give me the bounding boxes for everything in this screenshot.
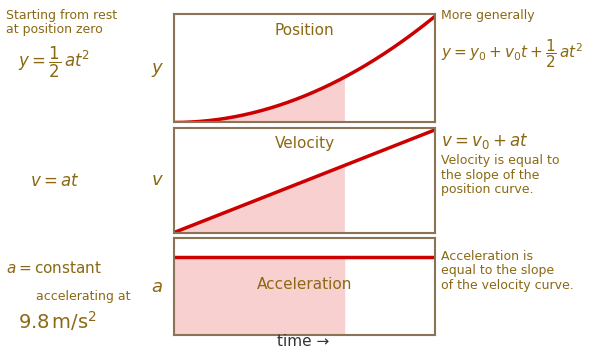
Text: Position: Position xyxy=(275,23,334,38)
Text: equal to the slope: equal to the slope xyxy=(441,264,554,278)
Text: position curve.: position curve. xyxy=(441,183,533,196)
Text: Starting from rest: Starting from rest xyxy=(6,9,117,22)
Text: $a = \mathrm{constant}$: $a = \mathrm{constant}$ xyxy=(6,260,102,276)
Text: time →: time → xyxy=(277,334,329,349)
Text: of the velocity curve.: of the velocity curve. xyxy=(441,279,574,292)
Text: Acceleration is: Acceleration is xyxy=(441,250,533,263)
Text: $y = \dfrac{1}{2}\,at^2$: $y = \dfrac{1}{2}\,at^2$ xyxy=(18,44,90,80)
Text: $v = at$: $v = at$ xyxy=(30,172,79,190)
Text: $v = v_0 + at$: $v = v_0 + at$ xyxy=(441,131,529,151)
Text: y: y xyxy=(152,59,163,77)
Text: at position zero: at position zero xyxy=(6,23,103,36)
Text: a: a xyxy=(152,278,163,296)
Text: $y = y_0 + v_0 t + \dfrac{1}{2}\,at^2$: $y = y_0 + v_0 t + \dfrac{1}{2}\,at^2$ xyxy=(441,37,583,70)
Text: the slope of the: the slope of the xyxy=(441,169,539,182)
Text: accelerating at: accelerating at xyxy=(36,290,131,303)
Text: Velocity: Velocity xyxy=(274,136,335,151)
Text: $9.8\,\mathrm{m/s}^2$: $9.8\,\mathrm{m/s}^2$ xyxy=(18,309,97,333)
Text: Acceleration: Acceleration xyxy=(257,277,352,292)
Text: More generally: More generally xyxy=(441,9,535,22)
Text: v: v xyxy=(152,171,163,189)
Text: Velocity is equal to: Velocity is equal to xyxy=(441,154,560,168)
